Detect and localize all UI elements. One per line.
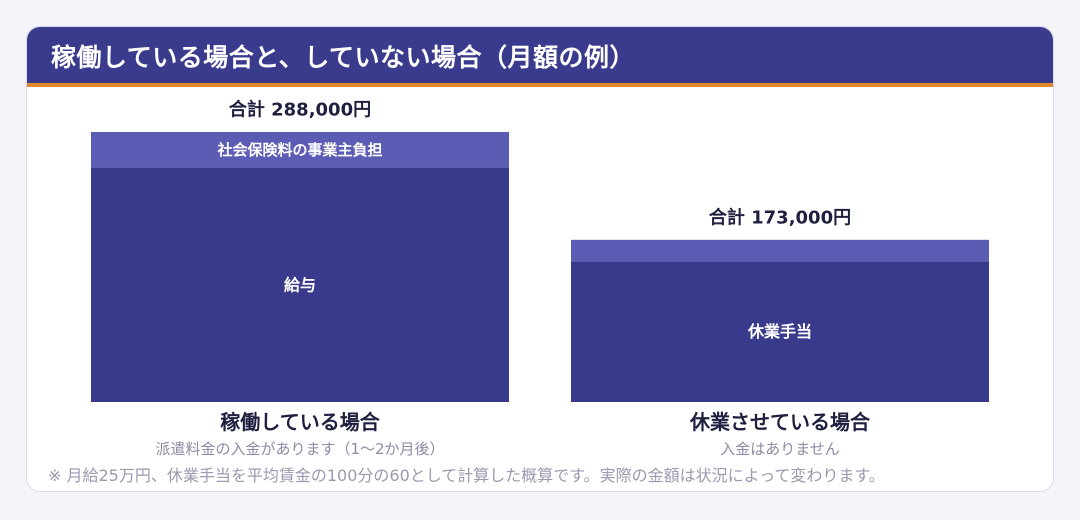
bar-total-label: 合計 173,000円 bbox=[709, 206, 851, 228]
bar-segment-label: 社会保険料の事業主負担 bbox=[216, 141, 382, 159]
footnote: ※ 月給25万円、休業手当を平均賃金の100分の60として計算した概算です。実際… bbox=[48, 466, 885, 485]
category-subtitle: 入金はありません bbox=[720, 440, 840, 458]
bar-segment-label: 休業手当 bbox=[747, 322, 812, 341]
bar-segment-label: 給与 bbox=[284, 275, 316, 294]
bar-segment-employer-social-insurance bbox=[571, 239, 989, 262]
category-subtitle: 派遣料金の入金があります（1〜2か月後） bbox=[155, 440, 444, 458]
bar-segment-employer-social-insurance bbox=[91, 132, 509, 168]
category-label: 稼働している場合 bbox=[220, 410, 380, 434]
category-label: 休業させている場合 bbox=[689, 410, 871, 434]
bar-total-label: 合計 288,000円 bbox=[229, 99, 371, 121]
chart-title: 稼働している場合と、していない場合（月額の例） bbox=[51, 43, 636, 72]
bar-segment-salary bbox=[91, 167, 509, 402]
bar-segment-leave-allowance bbox=[571, 261, 989, 402]
header-bar: 稼働している場合と、していない場合（月額の例） bbox=[27, 27, 1053, 87]
